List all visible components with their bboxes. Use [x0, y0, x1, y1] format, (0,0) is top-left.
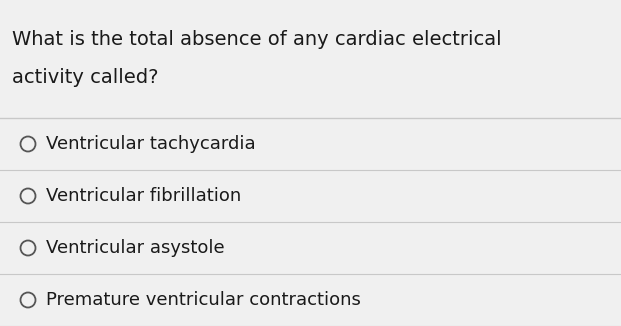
Bar [0, 0, 621, 118]
Text: Ventricular fibrillation: Ventricular fibrillation [45, 187, 241, 205]
Text: Premature ventricular contractions: Premature ventricular contractions [45, 291, 360, 309]
Text: activity called?: activity called? [12, 68, 158, 87]
Text: Ventricular tachycardia: Ventricular tachycardia [45, 135, 255, 153]
Text: What is the total absence of any cardiac electrical: What is the total absence of any cardiac… [12, 30, 502, 49]
Bar [0, 118, 621, 326]
Text: Ventricular asystole: Ventricular asystole [45, 239, 224, 257]
